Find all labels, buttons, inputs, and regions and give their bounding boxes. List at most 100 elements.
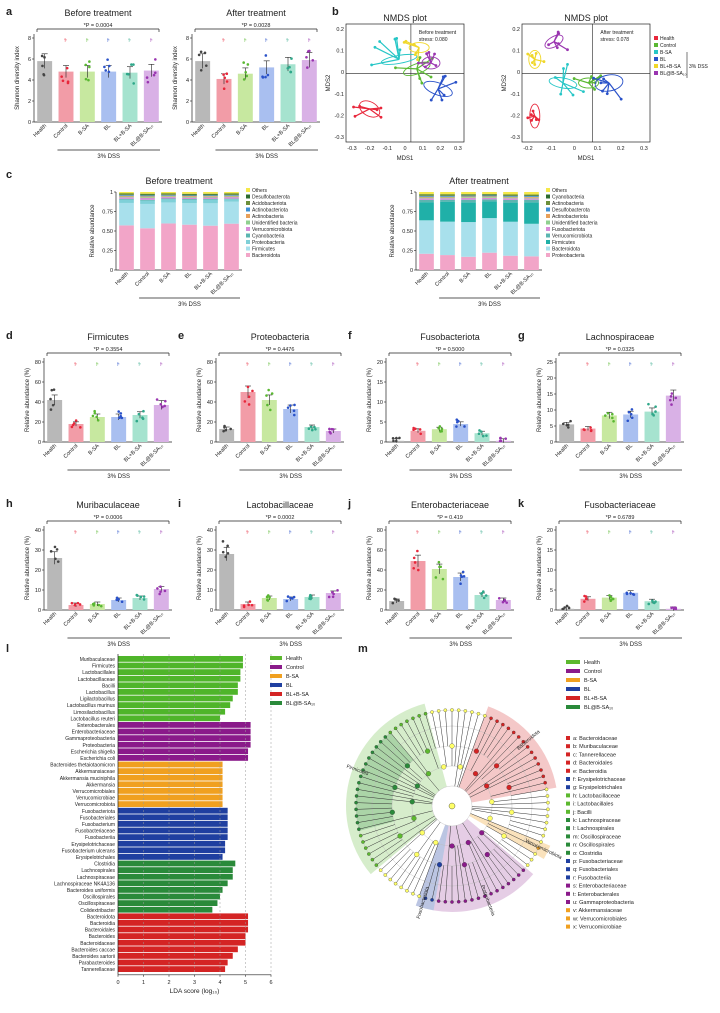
dss-label: 3% DSS xyxy=(449,474,472,480)
data-point xyxy=(51,403,55,407)
data-point xyxy=(53,545,57,549)
taxon-label: Muribaculaceae xyxy=(80,657,116,663)
category-label: BL+B-SA xyxy=(635,611,656,632)
tree-leaf xyxy=(378,868,383,872)
taxon-label: Fusobacteriota xyxy=(82,809,115,815)
cluster-spoke xyxy=(562,82,584,93)
cluster-spoke xyxy=(395,67,417,70)
bar xyxy=(389,601,405,610)
tree-branch xyxy=(486,757,536,787)
cluster-spoke xyxy=(437,75,446,90)
y-axis-label: Relative abundance (%) xyxy=(367,536,373,600)
data-point xyxy=(88,60,91,63)
category-label: BL@B-SA₁₀ xyxy=(210,271,235,296)
cluster-spoke xyxy=(553,31,559,42)
y-tick-label: 25 xyxy=(547,360,553,366)
tree-leaf xyxy=(430,710,434,714)
sample-point xyxy=(547,43,550,47)
y-tick-label: 20 xyxy=(207,420,213,426)
tree-branch xyxy=(491,795,548,803)
sample-point xyxy=(542,60,546,63)
stacked-segment xyxy=(203,195,218,197)
pairwise-p: *P xyxy=(289,361,293,365)
category-label: Health xyxy=(385,611,400,626)
legend-swatch xyxy=(566,809,570,814)
stacked-segment xyxy=(419,196,434,198)
data-point xyxy=(482,596,486,600)
sample-point xyxy=(534,118,538,122)
legend-label: Bacteroidota xyxy=(252,253,280,259)
taxon-label: Akkermansiaceae xyxy=(75,769,115,775)
category-label: Health xyxy=(215,443,230,458)
taxon-label: Bacteroidia xyxy=(90,921,115,927)
bar xyxy=(453,577,469,610)
pairwise-p: *P xyxy=(138,361,142,365)
legend-swatch xyxy=(566,883,570,888)
pairwise-p: *P xyxy=(95,361,99,365)
chart-title: Before treatment xyxy=(145,176,213,186)
stacked-segment xyxy=(161,192,176,194)
legend-swatch xyxy=(654,64,658,68)
p-value: *P = 0.0004 xyxy=(84,23,113,29)
stacked-segment xyxy=(119,193,134,195)
pairwise-p: *P xyxy=(331,529,335,533)
pairwise-p: *P xyxy=(607,529,611,533)
legend-label: BL xyxy=(584,687,591,693)
data-point xyxy=(116,598,119,602)
y-tick-label: 6 xyxy=(28,57,31,63)
data-point xyxy=(93,411,97,415)
y-tick-label: 40 xyxy=(207,400,213,406)
legend-swatch xyxy=(566,785,570,790)
panel-letter-a: a xyxy=(6,6,13,18)
data-point xyxy=(418,428,422,431)
legend-label: BL+B-SA xyxy=(584,696,607,702)
pairwise-p: *P xyxy=(671,529,675,533)
data-point xyxy=(625,592,629,596)
tree-branch xyxy=(457,845,466,902)
tree-branch xyxy=(471,809,547,823)
pairwise-p: *P xyxy=(586,361,590,365)
legend-swatch xyxy=(546,227,550,231)
stacked-segment xyxy=(461,192,476,195)
stacked-segment xyxy=(482,195,497,197)
y-tick-label: 20 xyxy=(377,588,383,594)
tree-branch xyxy=(481,741,524,780)
chart-title: NMDS plot xyxy=(383,13,427,23)
data-point xyxy=(611,597,615,601)
lda-bar xyxy=(118,920,249,926)
tree-branch xyxy=(483,830,528,866)
tree-node xyxy=(404,763,410,769)
stacked-segment xyxy=(224,192,239,194)
p-value: *P = 0.0325 xyxy=(606,347,635,353)
y-tick-label: -0.2 xyxy=(335,113,344,119)
lda-bar xyxy=(118,702,231,708)
tree-branch xyxy=(501,839,532,860)
stress-label: stress: 0.078 xyxy=(600,37,629,43)
y-tick-label: 80 xyxy=(207,360,213,366)
stacked-segment xyxy=(482,192,497,195)
lda-bar xyxy=(118,748,249,755)
legend-swatch xyxy=(246,188,250,192)
tree-node xyxy=(473,748,479,754)
legend-swatch xyxy=(546,220,550,225)
taxon-label: Oscillospiraceae xyxy=(78,901,115,907)
cluster-spoke xyxy=(437,88,443,101)
y-tick-label: -0.1 xyxy=(335,92,344,98)
category-label: BL+B-SA xyxy=(113,123,134,144)
y-axis-label: Relative abundance (%) xyxy=(537,536,543,600)
data-point xyxy=(56,560,60,563)
tree-node xyxy=(419,830,425,836)
cluster-spoke xyxy=(430,88,439,101)
stacked-segment xyxy=(524,202,539,224)
stacked-segment xyxy=(203,203,218,226)
stacked-segment xyxy=(161,223,176,270)
bar xyxy=(122,72,138,122)
cluster-spoke xyxy=(371,58,400,66)
tree-leaf xyxy=(388,877,393,882)
stacked-segment xyxy=(482,197,497,200)
stacked-segment xyxy=(203,192,218,194)
cluster-ellipse xyxy=(359,100,381,118)
stacked-segment xyxy=(182,203,197,225)
legend-swatch xyxy=(566,669,580,673)
lda-bar xyxy=(118,675,241,682)
